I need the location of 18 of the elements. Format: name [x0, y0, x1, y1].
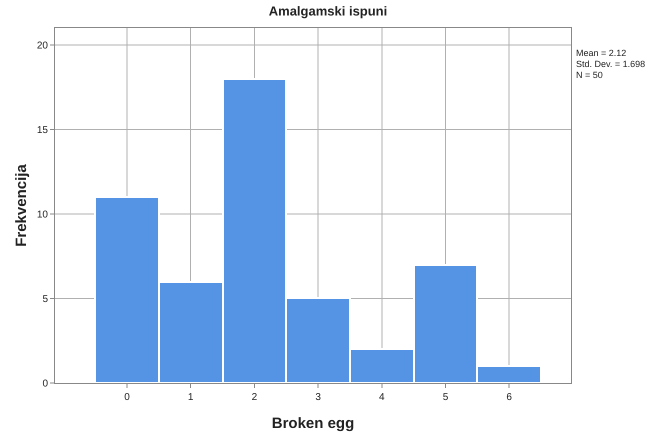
text: Std. Dev. = 1.698 [576, 59, 646, 69]
x-tick-label: 2 [252, 392, 258, 403]
y-tick-label: 10 [36, 209, 48, 220]
chart-title: Amalgamski ispuni [268, 4, 388, 19]
text: N = 50 [576, 70, 603, 80]
text: Mean = 2.12 [576, 48, 626, 58]
x-tick-label: 0 [124, 392, 130, 403]
x-tick-label: 1 [188, 392, 194, 403]
x-tick-label: 6 [506, 392, 512, 403]
x-tick-label: 3 [315, 392, 322, 403]
x-axis-title: Broken egg [272, 415, 354, 432]
x-tick-label: 4 [379, 392, 386, 403]
y-tick-label: 5 [42, 294, 48, 305]
x-tick-label: 5 [442, 392, 449, 403]
y-tick-label: 15 [36, 124, 48, 136]
y-tick-label: 20 [36, 40, 48, 52]
y-tick-label: 0 [42, 378, 48, 390]
y-axis-title: Frekvencija [13, 164, 30, 247]
